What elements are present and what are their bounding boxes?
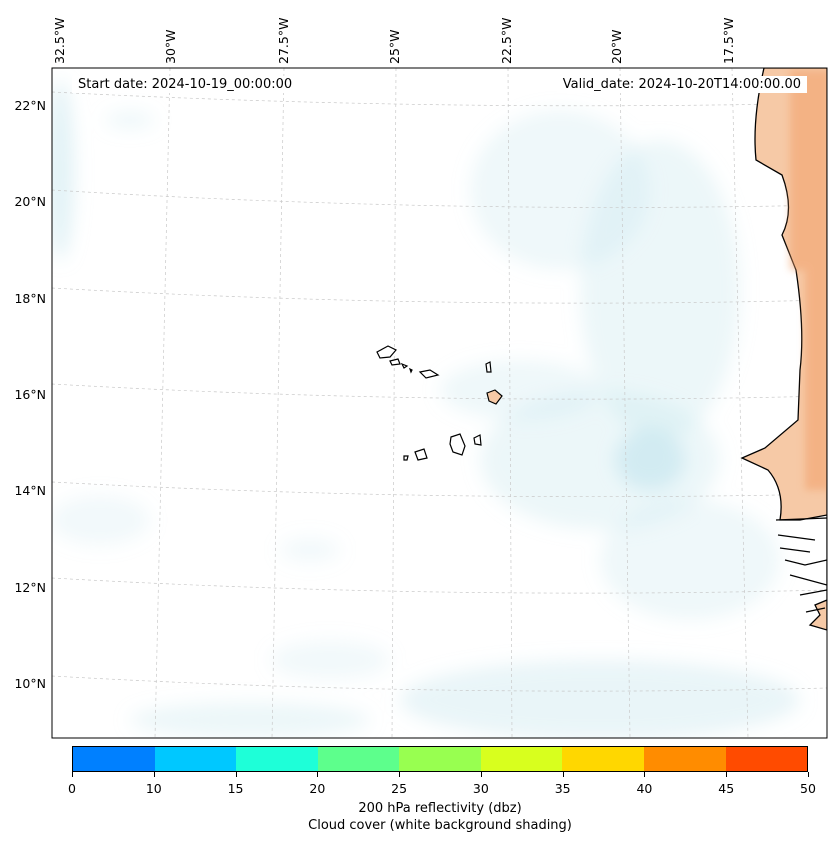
colorbar-tick-label: 0 (68, 781, 76, 796)
colorbar-tick (235, 772, 237, 777)
lat-label: 22°N (14, 98, 46, 113)
colorbar-tick-label: 40 (636, 781, 653, 796)
colorbar-tick (808, 772, 809, 777)
colorbar-tick (480, 772, 482, 777)
colorbar-tick-label: 25 (391, 781, 408, 796)
map-frame (51, 67, 828, 739)
colorbar-tick (726, 772, 728, 777)
colorbar-segment (73, 747, 155, 771)
colorbar-tick (317, 772, 319, 777)
colorbar-tick-label: 35 (554, 781, 571, 796)
colorbar-segment (643, 747, 726, 771)
colorbar-tick (399, 772, 401, 777)
lon-label: 32.5°W (52, 17, 67, 64)
colorbar-segment (236, 747, 318, 771)
colorbar-tick (644, 772, 646, 777)
lat-label: 12°N (14, 580, 46, 595)
colorbar-segment (725, 747, 808, 771)
lon-label: 30°W (163, 29, 178, 64)
colorbar-tick (562, 772, 564, 777)
land-reflectivity (790, 70, 827, 490)
lon-label: 27.5°W (276, 17, 291, 64)
valid-date-label: Valid_date: 2024-10-20T14:00:00.00 (556, 76, 807, 93)
colorbar-tick-label: 45 (718, 781, 735, 796)
lon-label: 25°W (387, 29, 402, 64)
colorbar-label: 200 hPa reflectivity (dbz) (358, 801, 522, 816)
colorbar-segment (562, 747, 644, 771)
colorbar (72, 746, 808, 772)
cloud-cover-shading (52, 80, 800, 738)
lat-label: 14°N (14, 483, 46, 498)
colorbar-segment (154, 747, 237, 771)
colorbar-tick-label: 30 (472, 781, 489, 796)
colorbar-tick-label: 20 (309, 781, 326, 796)
lon-label: 22.5°W (499, 17, 514, 64)
gridlines (52, 68, 827, 738)
start-date-label: Start date: 2024-10-19_00:00:00 (72, 76, 299, 93)
lon-label: 17.5°W (721, 17, 736, 64)
colorbar-segment (399, 747, 481, 771)
colorbar-tick (153, 772, 155, 777)
colorbar-tick-label: 15 (227, 781, 244, 796)
colorbar-tick (72, 772, 73, 777)
lat-label: 18°N (14, 291, 46, 306)
colorbar-sublabel: Cloud cover (white background shading) (308, 818, 572, 833)
colorbar-segment (317, 747, 400, 771)
cape-verde-islands (376, 345, 503, 461)
colorbar-segment (480, 747, 563, 771)
lat-label: 20°N (14, 194, 46, 209)
lon-label: 20°W (609, 29, 624, 64)
colorbar-tick-label: 50 (800, 781, 816, 796)
lat-label: 16°N (14, 387, 46, 402)
colorbar-tick-label: 10 (145, 781, 162, 796)
lat-label: 10°N (14, 676, 46, 691)
